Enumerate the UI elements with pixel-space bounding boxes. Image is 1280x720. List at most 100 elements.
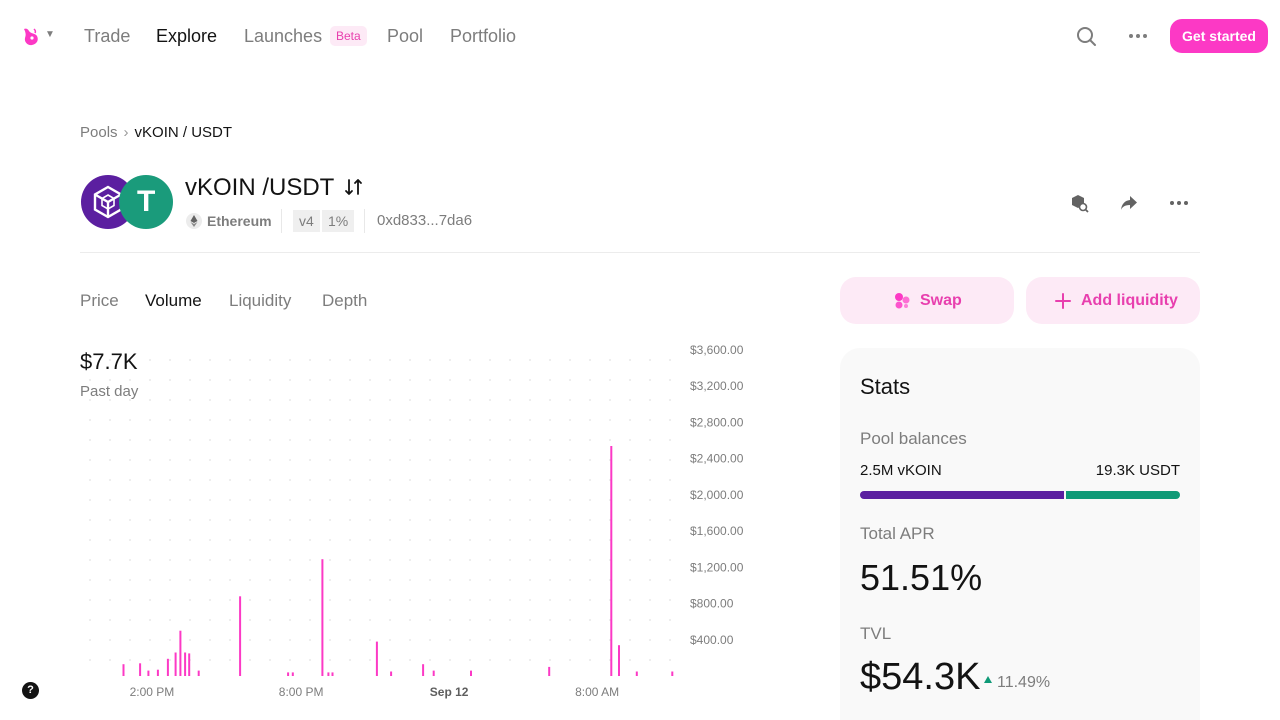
grid-dot — [389, 439, 391, 441]
grid-dot — [249, 539, 251, 541]
grid-dot — [569, 379, 571, 381]
get-started-button[interactable]: Get started — [1170, 19, 1268, 53]
grid-dot — [129, 419, 131, 421]
grid-dot — [169, 619, 171, 621]
fee-chip: 1% — [322, 210, 355, 232]
grid-dot — [129, 379, 131, 381]
volume-bar[interactable] — [147, 670, 150, 676]
grid-dot — [229, 599, 231, 601]
volume-bar[interactable] — [197, 670, 200, 676]
swap-button[interactable]: Swap — [840, 277, 1014, 324]
grid-dot — [369, 619, 371, 621]
chevron-down-icon[interactable]: ▼ — [45, 29, 55, 40]
more-options-icon[interactable] — [1168, 192, 1190, 214]
nav-launches[interactable]: Launches — [244, 26, 323, 46]
volume-chart[interactable]: $400.00 $800.00 $1,200.00 $1,600.00 $2,000.0… — [80, 340, 760, 710]
grid-dot — [369, 479, 371, 481]
grid-dot — [329, 499, 331, 501]
volume-bar[interactable] — [174, 652, 177, 677]
breadcrumb-pools-link[interactable]: Pools — [80, 124, 118, 141]
grid-dot — [609, 379, 611, 381]
search-icon[interactable] — [1074, 24, 1098, 48]
grid-dot — [629, 499, 631, 501]
volume-bar[interactable] — [188, 653, 191, 676]
volume-bar[interactable] — [179, 630, 182, 676]
grid-dot — [429, 599, 431, 601]
volume-bar[interactable] — [390, 671, 393, 677]
grid-dot — [509, 579, 511, 581]
x-tick-label: Sep 12 — [430, 685, 469, 699]
share-icon[interactable] — [1118, 192, 1140, 214]
pool-address[interactable]: 0xd833...7da6 — [377, 212, 473, 229]
nav-trade[interactable]: Trade — [84, 26, 131, 46]
volume-bar[interactable] — [291, 672, 294, 676]
grid-dot — [329, 459, 331, 461]
tab-volume[interactable]: Volume — [145, 291, 202, 310]
volume-bar[interactable] — [422, 664, 425, 676]
more-icon[interactable] — [1126, 24, 1150, 48]
grid-dot — [189, 439, 191, 441]
uniswap-logo-icon[interactable] — [20, 25, 42, 47]
volume-bar[interactable] — [432, 670, 435, 676]
volume-bar[interactable] — [375, 641, 378, 676]
volume-bar[interactable] — [156, 669, 159, 676]
tab-depth[interactable]: Depth — [322, 291, 368, 310]
tab-price[interactable]: Price — [80, 291, 119, 310]
volume-bar[interactable] — [327, 672, 330, 676]
grid-dot — [369, 639, 371, 641]
grid-dot — [229, 399, 231, 401]
grid-dot — [509, 479, 511, 481]
volume-bar[interactable] — [610, 446, 613, 676]
grid-dot — [629, 579, 631, 581]
grid-dot — [109, 519, 111, 521]
grid-dot — [669, 399, 671, 401]
divider — [364, 209, 365, 233]
explorer-icon[interactable] — [1068, 192, 1090, 214]
grid-dot — [269, 519, 271, 521]
grid-dot — [369, 439, 371, 441]
grid-dot — [589, 659, 591, 661]
grid-dot — [309, 639, 311, 641]
grid-dot — [429, 359, 431, 361]
grid-dot — [129, 639, 131, 641]
nav-explore[interactable]: Explore — [156, 26, 218, 46]
grid-dot — [449, 639, 451, 641]
volume-bar[interactable] — [166, 658, 169, 676]
tvl-label: TVL — [860, 624, 892, 643]
tvl-change: 11.49% — [997, 674, 1051, 691]
volume-bar[interactable] — [287, 672, 290, 676]
grid-dot — [489, 459, 491, 461]
swap-direction-icon[interactable] — [343, 176, 365, 198]
volume-bar[interactable] — [671, 671, 674, 677]
token-b-logo: T — [119, 175, 173, 229]
grid-dot — [609, 399, 611, 401]
volume-bar[interactable] — [548, 666, 551, 676]
grid-dot — [169, 519, 171, 521]
grid-dot — [649, 559, 651, 561]
grid-dot — [289, 439, 291, 441]
grid-dot — [449, 499, 451, 501]
volume-bar[interactable] — [635, 671, 638, 677]
volume-bar[interactable] — [139, 663, 142, 676]
grid-dot — [229, 459, 231, 461]
nav-portfolio[interactable]: Portfolio — [450, 26, 517, 46]
grid-dot — [429, 399, 431, 401]
grid-dot — [649, 519, 651, 521]
help-button[interactable]: ? — [22, 682, 39, 699]
grid-dot — [89, 419, 91, 421]
volume-bar[interactable] — [331, 672, 334, 676]
tab-liquidity[interactable]: Liquidity — [229, 291, 292, 310]
volume-bar[interactable] — [122, 664, 125, 676]
add-liquidity-button[interactable]: Add liquidity — [1026, 277, 1200, 324]
volume-bar[interactable] — [618, 645, 620, 676]
breadcrumb-current: vKOIN / USDT — [134, 124, 233, 141]
volume-bar[interactable] — [321, 559, 324, 676]
grid-dot — [149, 439, 151, 441]
grid-dot — [189, 559, 191, 561]
grid-dot — [249, 379, 251, 381]
grid-dot — [529, 519, 531, 521]
volume-bar[interactable] — [184, 652, 187, 677]
volume-bar[interactable] — [470, 670, 472, 676]
nav-pool[interactable]: Pool — [387, 26, 424, 46]
volume-bar[interactable] — [239, 596, 242, 676]
